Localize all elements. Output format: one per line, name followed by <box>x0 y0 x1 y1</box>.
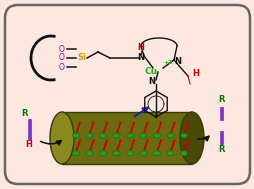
Ellipse shape <box>86 151 93 156</box>
Ellipse shape <box>153 151 160 156</box>
Text: O: O <box>59 63 65 71</box>
Ellipse shape <box>139 133 146 138</box>
Ellipse shape <box>126 151 133 156</box>
Ellipse shape <box>113 151 120 156</box>
Ellipse shape <box>99 151 106 156</box>
Text: H: H <box>25 140 32 149</box>
Text: R: R <box>218 145 224 154</box>
FancyBboxPatch shape <box>5 5 249 184</box>
Text: N: N <box>148 77 155 87</box>
Ellipse shape <box>179 112 203 164</box>
Text: Si: Si <box>77 53 86 63</box>
Text: H: H <box>192 70 199 78</box>
Text: N: N <box>137 53 144 61</box>
Ellipse shape <box>99 133 106 138</box>
Ellipse shape <box>86 133 93 138</box>
Text: R: R <box>22 109 28 118</box>
Ellipse shape <box>180 133 187 138</box>
Ellipse shape <box>126 133 133 138</box>
Text: R: R <box>218 95 224 104</box>
Ellipse shape <box>72 133 79 138</box>
Ellipse shape <box>180 151 187 156</box>
Ellipse shape <box>166 151 173 156</box>
Text: O: O <box>59 44 65 53</box>
Text: H: H <box>137 43 144 51</box>
Ellipse shape <box>166 133 173 138</box>
Ellipse shape <box>113 133 120 138</box>
Ellipse shape <box>153 133 160 138</box>
Ellipse shape <box>139 151 146 156</box>
Text: Cu: Cu <box>144 67 157 75</box>
Text: O: O <box>59 53 65 63</box>
Ellipse shape <box>50 112 74 164</box>
Text: N: N <box>174 57 181 66</box>
Bar <box>62 112 191 164</box>
Ellipse shape <box>72 151 79 156</box>
Text: +2: +2 <box>162 60 172 65</box>
